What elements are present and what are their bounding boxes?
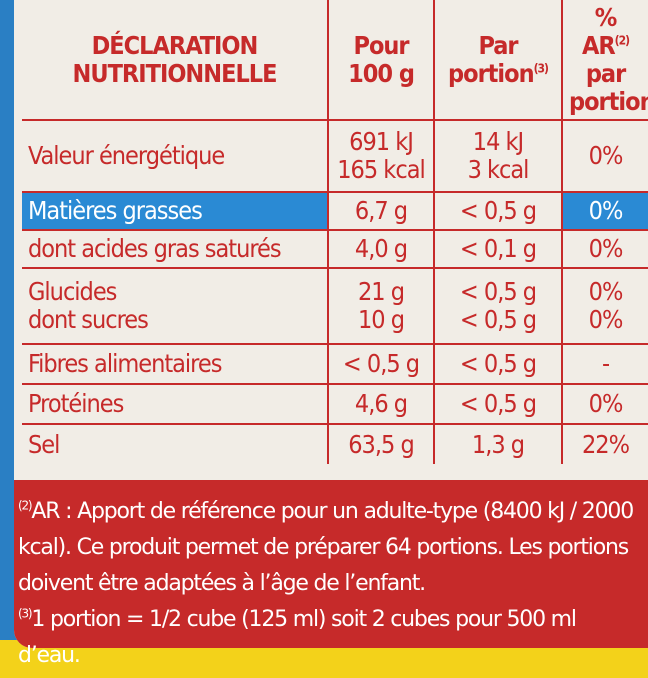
row-label: Matières grasses (22, 191, 328, 230)
row-label-main: Glucides (28, 277, 117, 306)
row-portion: 1,3 g (433, 423, 562, 464)
row-portion-kcal: 3 kcal (467, 155, 530, 184)
row-label: dont acides gras saturés (22, 229, 328, 268)
row-ar: 0% (561, 229, 648, 268)
header-per-100g: Pour 100 g (327, 0, 434, 120)
row-ar: 22% (561, 423, 648, 464)
row-per100-main: 21 g (357, 277, 405, 306)
row-label: Protéines (22, 383, 328, 424)
row-ar: 0% (561, 119, 648, 192)
row-per100-kcal: 165 kcal (337, 155, 425, 184)
row-per100: 4,0 g (327, 229, 434, 268)
footnotes: (2)AR : Apport de référence pour un adul… (18, 494, 634, 674)
row-label: Fibres alimentaires (22, 343, 328, 384)
row-portion: < 0,5 g (433, 343, 562, 384)
row-portion: < 0,5 g (433, 191, 562, 230)
row-per100: < 0,5 g (327, 343, 434, 384)
row-per100-kj: 691 kJ (349, 127, 414, 156)
footnote-3-marker: (3) (18, 606, 33, 621)
header-ar-text: % AR (581, 2, 617, 60)
nutrition-table: DÉCLARATION NUTRITIONNELLE Pour 100 g Pa… (22, 0, 648, 464)
footnote-2-marker: (2) (18, 498, 33, 513)
header-ar-sup: (2) (614, 33, 630, 48)
row-ar-main: 0% (588, 277, 624, 306)
row-per100-sub: 10 g (357, 305, 405, 334)
row-per100: 63,5 g (327, 423, 434, 464)
footnote-3: (3)1 portion = 1/2 cube (125 ml) soit 2 … (18, 602, 634, 674)
row-portion-sub: < 0,5 g (459, 305, 537, 334)
header-per-portion-text: Par portion (448, 30, 535, 88)
table-row: Protéines 4,6 g < 0,5 g 0% (22, 383, 648, 424)
row-per100: 6,7 g (327, 191, 434, 230)
row-portion: < 0,5 g < 0,5 g (433, 267, 562, 344)
header-ar-sub: par portion (569, 58, 648, 116)
row-ar: 0% (561, 191, 648, 230)
row-portion-kj: 14 kJ (472, 127, 524, 156)
header-ar: % AR(2) par portion (561, 0, 648, 120)
footnote-2: (2)AR : Apport de référence pour un adul… (18, 494, 634, 602)
row-ar: 0% (561, 383, 648, 424)
row-portion: < 0,5 g (433, 383, 562, 424)
row-ar: 0% 0% (561, 267, 648, 344)
row-ar-sub: 0% (588, 305, 624, 334)
footnote-panel (14, 480, 648, 648)
header-per-portion-sup: (3) (533, 61, 549, 76)
table-row: Glucides dont sucres 21 g 10 g < 0,5 g <… (22, 267, 648, 344)
table-row: Sel 63,5 g 1,3 g 22% (22, 423, 648, 464)
row-label-sub: dont sucres (28, 305, 149, 334)
header-per-portion: Par portion(3) (433, 0, 562, 120)
table-row: Fibres alimentaires < 0,5 g < 0,5 g - (22, 343, 648, 384)
table-row: Valeur énergétique 691 kJ 165 kcal 14 kJ… (22, 119, 648, 192)
row-label: Valeur énergétique (22, 119, 328, 192)
header-declaration-text: DÉCLARATION NUTRITIONNELLE (72, 30, 278, 88)
row-portion: 14 kJ 3 kcal (433, 119, 562, 192)
row-label: Glucides dont sucres (22, 267, 328, 344)
header-declaration: DÉCLARATION NUTRITIONNELLE (22, 0, 328, 120)
row-portion-main: < 0,5 g (459, 277, 537, 306)
footnote-2-text: AR : Apport de référence pour un adulte-… (18, 499, 634, 596)
row-portion: < 0,1 g (433, 229, 562, 268)
row-label: Sel (22, 423, 328, 464)
row-per100: 691 kJ 165 kcal (327, 119, 434, 192)
footnote-3-text: 1 portion = 1/2 cube (125 ml) soit 2 cub… (18, 607, 577, 668)
table-row-highlighted: Matières grasses 6,7 g < 0,5 g 0% (22, 191, 648, 230)
table-row: dont acides gras saturés 4,0 g < 0,1 g 0… (22, 229, 648, 268)
row-ar: - (561, 343, 648, 384)
row-per100: 21 g 10 g (327, 267, 434, 344)
header-row: DÉCLARATION NUTRITIONNELLE Pour 100 g Pa… (22, 0, 648, 120)
row-per100: 4,6 g (327, 383, 434, 424)
header-per-100g-text: Pour 100 g (348, 30, 415, 88)
